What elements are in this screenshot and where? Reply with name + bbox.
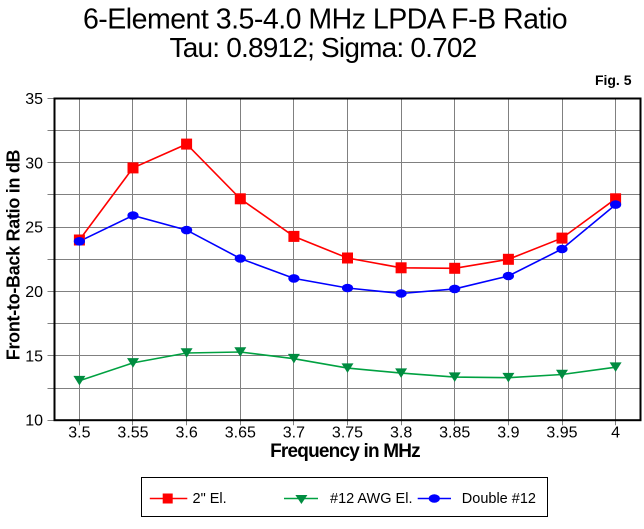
- svg-text:3.5: 3.5: [68, 425, 90, 442]
- svg-text:2" El.: 2" El.: [193, 491, 227, 507]
- svg-text:25: 25: [25, 220, 43, 237]
- svg-text:3.9: 3.9: [497, 425, 519, 442]
- svg-text:15: 15: [25, 348, 43, 365]
- svg-text:35: 35: [25, 91, 43, 108]
- svg-text:3.85: 3.85: [439, 425, 470, 442]
- svg-text:Fig. 5: Fig. 5: [595, 72, 632, 88]
- svg-text:6-Element 3.5-4.0 MHz LPDA F-B: 6-Element 3.5-4.0 MHz LPDA F-B Ratio: [83, 4, 567, 36]
- svg-text:3.55: 3.55: [117, 425, 148, 442]
- svg-text:3.7: 3.7: [283, 425, 305, 442]
- svg-text:Frequency in MHz: Frequency in MHz: [270, 441, 420, 462]
- svg-text:4: 4: [611, 425, 620, 442]
- svg-text:Front-to-Back Ratio in dB: Front-to-Back Ratio in dB: [4, 149, 24, 360]
- svg-text:30: 30: [25, 155, 43, 172]
- svg-text:3.65: 3.65: [225, 425, 256, 442]
- svg-text:3.8: 3.8: [390, 425, 412, 442]
- svg-text:Tau: 0.8912; Sigma: 0.702: Tau: 0.8912; Sigma: 0.702: [170, 32, 477, 63]
- svg-text:20: 20: [25, 284, 43, 301]
- svg-text:10: 10: [25, 413, 43, 430]
- svg-text:3.75: 3.75: [332, 425, 363, 442]
- svg-text:3.95: 3.95: [546, 425, 577, 442]
- svg-text:#12 AWG El.: #12 AWG El.: [330, 491, 412, 507]
- svg-text:Double #12: Double #12: [462, 491, 536, 507]
- svg-text:3.6: 3.6: [175, 425, 197, 442]
